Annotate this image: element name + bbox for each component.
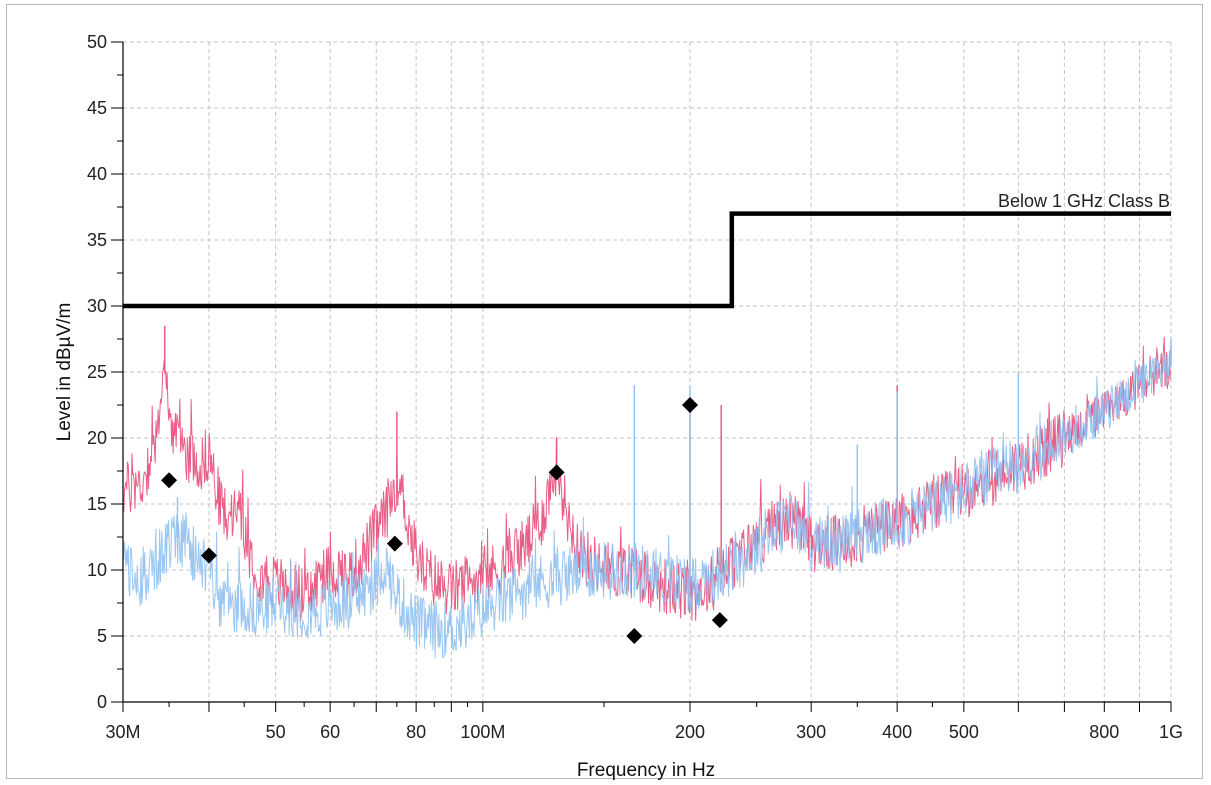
marker-diamond [626,628,643,644]
chart-frame [6,4,1203,779]
y-tick-label: 0 [97,692,107,712]
y-axis-title: Level in dBµV/m [54,303,75,442]
limit-line-label: Below 1 GHz Class B [998,191,1170,211]
y-tick-label: 50 [87,32,107,52]
axes: 0 5 10 15 20 25 30 35 40 45 50 30M 50 60 80 100M 200 300 4… [87,32,1183,742]
x-tick-label: 300 [796,722,826,742]
x-tick-label: 80 [406,722,426,742]
marker-diamond [161,472,178,489]
marker-diamond [200,547,217,564]
y-tick-label: 30 [87,296,107,316]
trace-series-1 [122,336,1172,622]
y-tick-label: 40 [87,164,107,184]
x-tick-label: 800 [1089,722,1119,742]
marker-diamond [711,612,728,629]
marker-diamond [681,397,698,413]
y-tick-label: 5 [97,626,107,646]
x-axis-title: Frequency in Hz [577,760,715,781]
x-tick-label: 200 [675,722,705,742]
y-tick-label: 35 [87,230,107,250]
y-tick-label: 15 [87,494,107,514]
x-tick-label: 100M [460,722,505,742]
limit-line-group [123,211,1171,309]
x-tick-label: 500 [949,722,979,742]
y-tick-label: 20 [87,428,107,448]
x-tick-label: 50 [266,722,286,742]
marker-diamond [386,535,403,552]
limit-line [123,211,1171,309]
y-tick-label: 45 [87,98,107,118]
y-tick-label: 10 [87,560,107,580]
y-tick-label: 25 [87,362,107,382]
x-tick-label: 30M [105,722,140,742]
traces [122,325,1172,659]
trace-series-2 [122,348,1172,659]
x-tick-label: 1G [1159,722,1183,742]
x-tick-label: 400 [882,722,912,742]
marker-diamond [548,464,565,481]
x-tick-label: 60 [320,722,340,742]
markers [161,397,728,644]
